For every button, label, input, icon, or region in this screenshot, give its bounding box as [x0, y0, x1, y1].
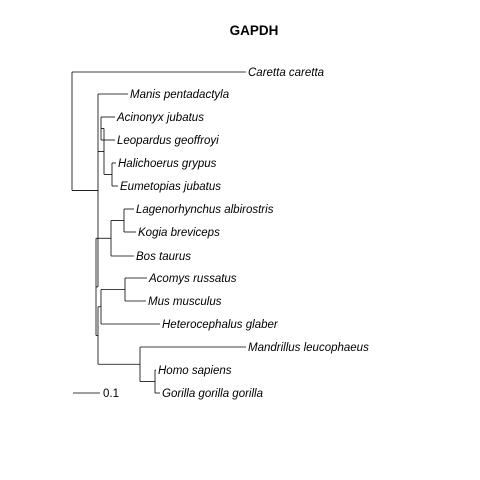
- tree-title: GAPDH: [230, 23, 279, 38]
- tip-label-heterocephalus: Heterocephalus glaber: [162, 319, 279, 331]
- tip-label-mandrillus: Mandrillus leucophaeus: [248, 342, 369, 354]
- tip-label-eumetopias: Eumetopias jubatus: [120, 181, 221, 193]
- tip-label-bos: Bos taurus: [136, 251, 191, 263]
- tip-label-gorilla: Gorilla gorilla gorilla: [162, 388, 263, 400]
- tip-label-kogia: Kogia breviceps: [138, 227, 220, 239]
- tip-label-homo: Homo sapiens: [158, 365, 232, 377]
- tip-label-acomys: Acomys russatus: [148, 273, 237, 285]
- tip-label-leopardus: Leopardus geoffroyi: [117, 135, 219, 147]
- tree-branches: [71, 71, 246, 394]
- scale-bar-label: 0.1: [103, 388, 119, 400]
- tree-tip-labels: Caretta caretta Manis pentadactyla Acinony…: [116, 67, 369, 400]
- tip-label-lagenorhynchus: Lagenorhynchus albirostris: [136, 204, 274, 216]
- tip-label-caretta: Caretta caretta: [248, 67, 324, 79]
- tip-label-manis: Manis pentadactyla: [130, 89, 229, 101]
- tip-label-mus: Mus musculus: [148, 296, 222, 308]
- scale-bar: 0.1: [73, 388, 119, 400]
- tip-label-acinonyx: Acinonyx jubatus: [116, 112, 204, 124]
- tip-label-halichoerus: Halichoerus grypus: [118, 158, 217, 170]
